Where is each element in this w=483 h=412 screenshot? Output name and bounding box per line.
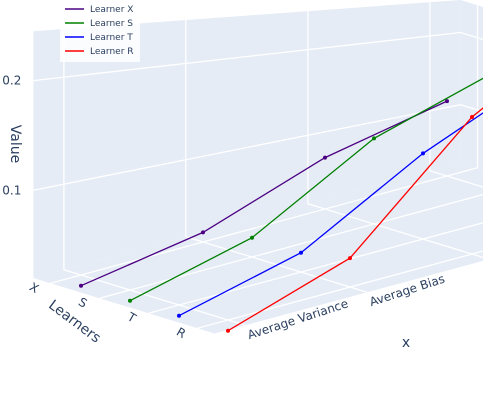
grid-line-x — [429, 2, 483, 188]
grid-line-y — [148, 222, 483, 314]
data-point — [299, 250, 303, 255]
legend-label: Learner T — [90, 33, 133, 43]
data-point — [201, 230, 205, 235]
grid-line-y — [50, 5, 479, 284]
data-point — [79, 283, 83, 288]
data-point — [421, 151, 425, 156]
series-line — [129, 77, 483, 302]
grid-line-y — [197, 250, 483, 329]
legend-label: Learner S — [90, 19, 133, 29]
grid-line-x — [63, 29, 246, 326]
y-tick-label: S — [76, 295, 90, 311]
z-axis-title: Value — [7, 125, 23, 163]
data-point — [470, 115, 474, 119]
chart-grid — [33, 2, 483, 329]
data-point — [372, 136, 376, 141]
grid-line-x — [307, 11, 483, 259]
x-axis-title: x — [402, 335, 410, 351]
back-wall — [33, 0, 461, 278]
data-point — [348, 256, 352, 261]
data-point — [250, 235, 254, 240]
data-point — [226, 328, 230, 333]
floor — [33, 162, 483, 334]
data-point — [128, 298, 132, 303]
y-axis-title: Learners — [45, 297, 103, 346]
grid-line-x — [185, 20, 368, 293]
legend[interactable]: Learner X Learner S Learner T Learner R — [60, 0, 140, 62]
y-tick-label: R — [174, 325, 188, 341]
series-line — [178, 112, 483, 317]
series-line — [80, 100, 448, 287]
data-point — [323, 155, 327, 160]
data-point — [445, 99, 449, 104]
chart-series — [79, 77, 483, 333]
series-line — [227, 107, 483, 332]
grid-line-z — [33, 31, 483, 82]
y-tick-label: T — [124, 309, 139, 326]
grid-line-z — [33, 104, 483, 191]
legend-label: Learner X — [90, 5, 133, 15]
legend-label: Learner R — [90, 47, 134, 57]
z-tick-label: 0.1 — [2, 183, 21, 197]
data-point — [177, 313, 181, 318]
grid-line-y — [99, 193, 483, 299]
y-tick-label: X — [27, 280, 41, 296]
z-tick-label: 0.2 — [2, 74, 21, 88]
